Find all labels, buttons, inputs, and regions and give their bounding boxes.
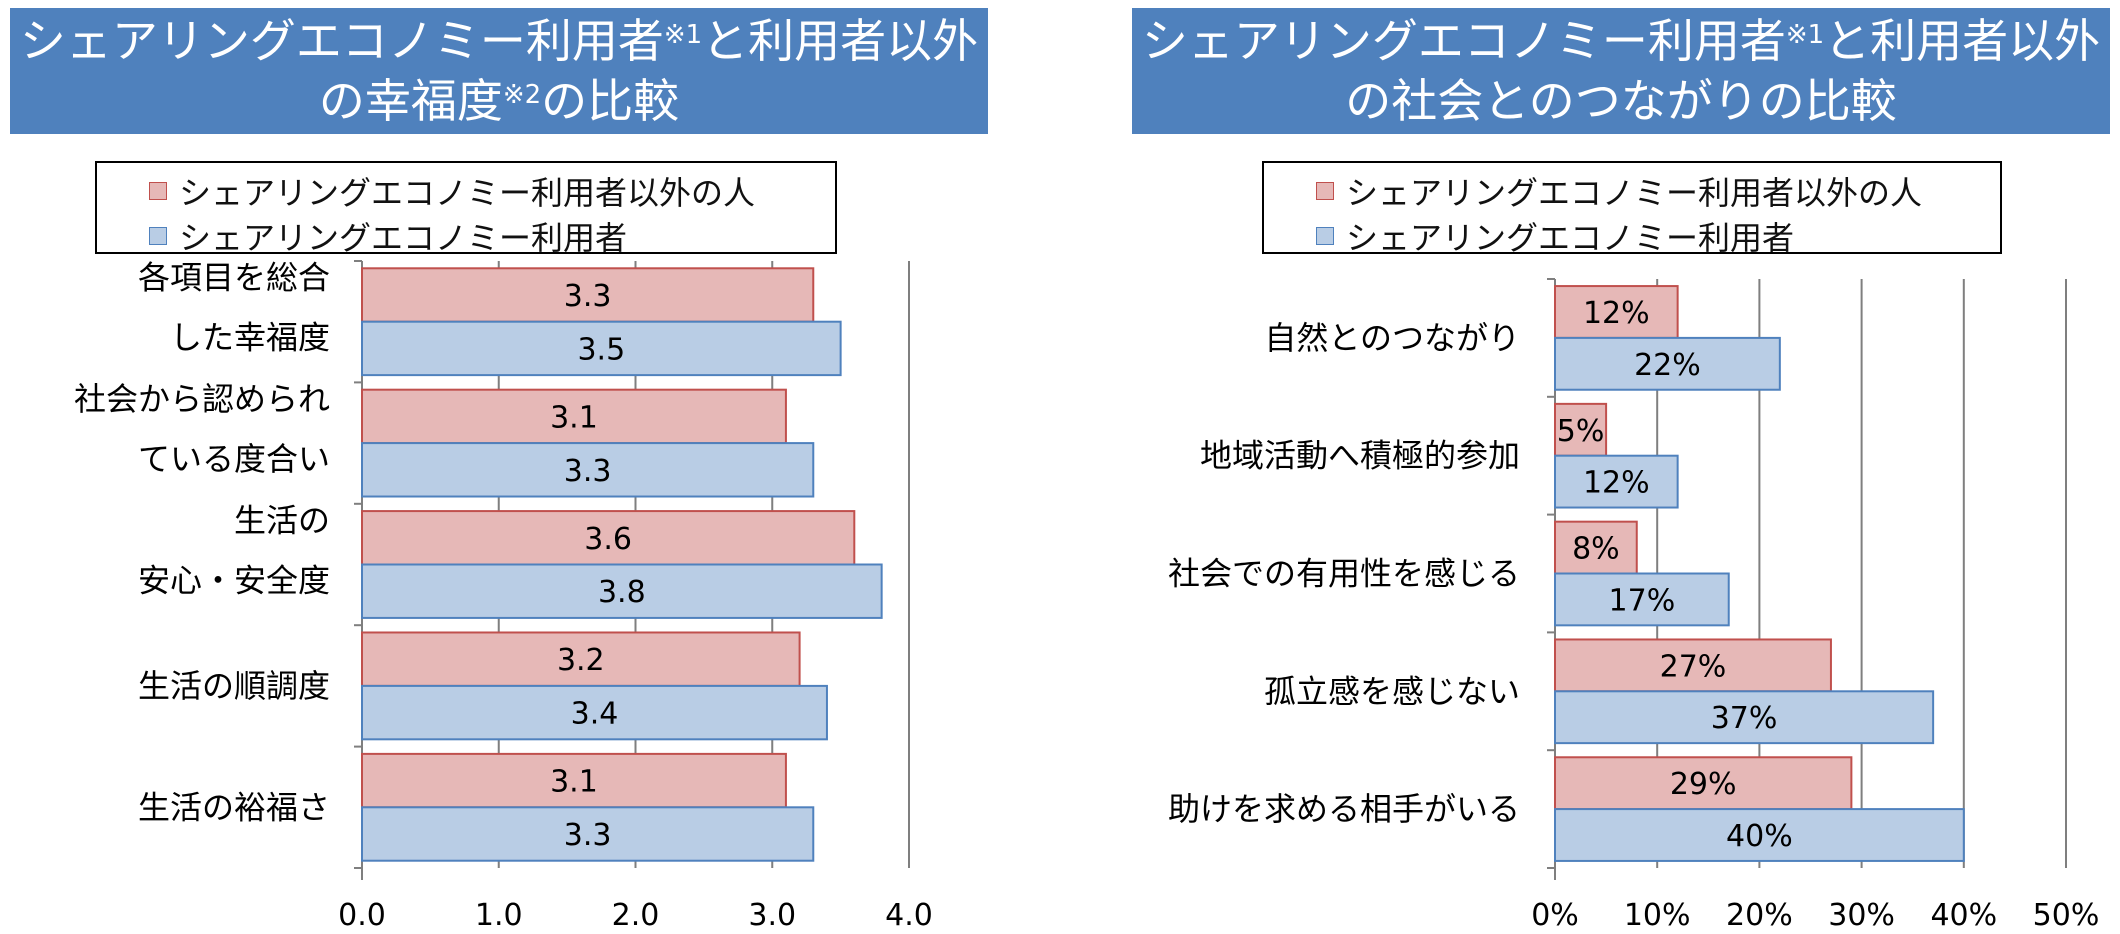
right-bar-non-user [1554,402,1608,457]
left-x-tick-label: 0.0 [338,898,386,933]
left-bar-non-user [361,388,787,445]
right-bar-user [1554,572,1730,627]
right-title-line-1: シェアリングエコノミー利用者※1と利用者以外 [1141,14,2101,68]
left-x-tick-label: 1.0 [475,898,523,933]
right-bar-user [1554,454,1679,509]
left-legend-item-non-user: シェアリングエコノミー利用者以外の人 [149,168,755,214]
right-x-tick-label: 40% [1930,898,1997,933]
left-bar-user [361,442,815,498]
left-title-line-2: の幸福度※2の比較 [318,74,680,128]
legend-swatch-user [1316,227,1334,245]
right-category-label: 自然とのつながり [1264,319,1520,357]
left-bar-user [361,806,815,862]
right-x-tick-label: 50% [2033,898,2100,933]
legend-swatch-user [149,227,167,245]
right-category-label: 社会での有用性を感じる [1168,555,1520,593]
right-x-tick-label: 0% [1531,898,1579,933]
legend-swatch-non-user [1316,182,1334,200]
right-bar-value-label: 12% [1583,466,1650,501]
right-bar-user [1554,690,1935,745]
left-bar-value-label: 3.8 [598,575,646,610]
right-bar-user [1554,336,1781,391]
left-bar-user [361,684,828,741]
left-bar-non-user [361,752,787,809]
left-bar-value-label: 3.2 [557,643,605,678]
right-bar-value-label: 37% [1711,701,1778,736]
right-title-line-2: の社会とのつながりの比較 [1345,74,1897,128]
left-chart-title: シェアリングエコノミー利用者※1と利用者以外 の幸福度※2の比較 [10,8,988,134]
right-bar-value-label: 40% [1726,819,1793,854]
right-bar-value-label: 29% [1670,767,1737,802]
right-x-tick-label: 20% [1726,898,1793,933]
right-bar-value-label: 17% [1609,583,1676,618]
right-bar-value-label: 27% [1660,649,1727,684]
right-category-label: 孤立感を感じない [1264,672,1520,710]
right-bar-value-label: 12% [1583,296,1650,331]
left-bar-value-label: 3.3 [564,454,612,489]
right-bar-user [1554,808,1965,862]
right-legend-item-non-user: シェアリングエコノミー利用者以外の人 [1316,168,1922,214]
left-category-label: 生活の [234,502,330,540]
right-x-tick-label: 30% [1828,898,1895,933]
left-bar-value-label: 3.6 [584,522,632,557]
left-bar-value-label: 3.4 [571,697,619,732]
right-bar-value-label: 8% [1572,532,1620,567]
left-title-line-1: シェアリングエコノミー利用者※1と利用者以外 [19,14,979,68]
left-category-label: 生活の順調度 [138,667,330,705]
left-bar-non-user [361,510,856,566]
right-legend: シェアリングエコノミー利用者以外の人 シェアリングエコノミー利用者 [1262,161,2002,257]
right-legend-item-user: シェアリングエコノミー利用者 [1316,213,1794,259]
right-bar-non-user [1554,638,1832,693]
left-x-tick-label: 2.0 [612,898,660,933]
left-category-label: 各項目を総合 [138,259,330,297]
left-bar-value-label: 3.1 [550,400,598,435]
left-x-tick-label: 3.0 [748,898,796,933]
left-category-label: 安心・安全度 [138,562,330,600]
legend-swatch-non-user [149,182,167,200]
right-bar-non-user [1554,756,1853,811]
left-legend: シェアリングエコノミー利用者以外の人 シェアリングエコノミー利用者 [95,161,837,257]
left-bar-value-label: 3.5 [577,332,625,367]
left-bar-user [361,320,842,377]
right-bar-non-user [1554,520,1638,575]
right-bar-non-user [1554,285,1679,339]
right-bar-value-label: 5% [1557,414,1605,449]
left-category-label: 社会から認められ [74,380,330,418]
right-x-tick-label: 10% [1624,898,1691,933]
left-category-label: した幸福度 [170,319,330,357]
left-bar-non-user [361,631,801,687]
right-chart-title: シェアリングエコノミー利用者※1と利用者以外 の社会とのつながりの比較 [1132,8,2110,134]
right-category-label: 地域活動へ積極的参加 [1200,437,1520,475]
left-bar-user [361,563,883,619]
left-category-label: 生活の裕福さ [138,788,330,826]
left-category-label: ている度合い [138,440,330,478]
left-x-tick-label: 4.0 [885,898,933,933]
left-bar-value-label: 3.3 [564,818,612,853]
left-bar-value-label: 3.1 [550,765,598,800]
right-category-label: 助けを求める相手がいる [1168,790,1520,828]
left-bar-non-user [361,267,815,323]
right-bar-value-label: 22% [1634,348,1701,383]
left-legend-item-user: シェアリングエコノミー利用者 [149,213,627,259]
left-bar-value-label: 3.3 [564,279,612,314]
